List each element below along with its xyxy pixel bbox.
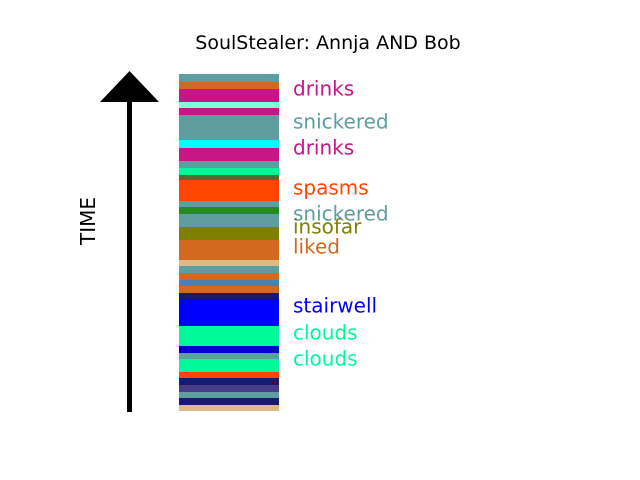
time-arrow-head [100,71,159,102]
event-label: stairwell [293,294,377,318]
timeline-segment [179,405,279,411]
timeline-segment [179,74,279,82]
timeline-segment [179,273,279,280]
timeline-segment [179,180,279,201]
event-label: snickered [293,110,389,134]
timeline-segment [179,240,279,260]
timeline-segment [179,140,279,148]
timeline-segment [179,398,279,405]
timeline-segment [179,385,279,392]
event-label: drinks [293,136,354,160]
timeline-segment [179,82,279,89]
timeline-segment [179,89,279,102]
event-label: liked [293,235,340,259]
timeline-segment [179,175,279,180]
timeline-segment [179,280,279,286]
timeline-segment [179,286,279,293]
event-label: snickered [293,202,389,226]
timeline-segment [179,161,279,168]
timeline-segment [179,102,279,108]
timeline-segment [179,372,279,378]
timeline-segment [179,168,279,175]
timeline-segment [179,378,279,385]
event-label: drinks [293,77,354,101]
timeline-segment [179,353,279,359]
timeline-segment [179,260,279,266]
timeline-segment [179,201,279,207]
y-axis-label: TIME [76,197,100,246]
timeline-segment [179,326,279,346]
timeline-segment [179,115,279,140]
timeline-bar [179,74,279,411]
timeline-segment [179,148,279,161]
event-labels: drinkssnickereddrinksspasmssnickeredinso… [293,77,389,371]
timeline-segment [179,108,279,115]
timeline-segment [179,359,279,372]
timeline-segment [179,293,279,299]
timeline-segment [179,392,279,398]
timeline-segment [179,214,279,227]
event-label: insofar [293,215,362,239]
event-label: clouds [293,347,358,371]
timeline-segment [179,227,279,240]
event-label: spasms [293,176,369,200]
event-label: clouds [293,321,358,345]
chart-title: SoulStealer: Annja AND Bob [195,32,460,54]
timeline-segment [179,207,279,214]
timeline-segment [179,346,279,353]
timeline-segment [179,299,279,326]
time-arrow [100,71,159,412]
timeline-segment [179,266,279,273]
